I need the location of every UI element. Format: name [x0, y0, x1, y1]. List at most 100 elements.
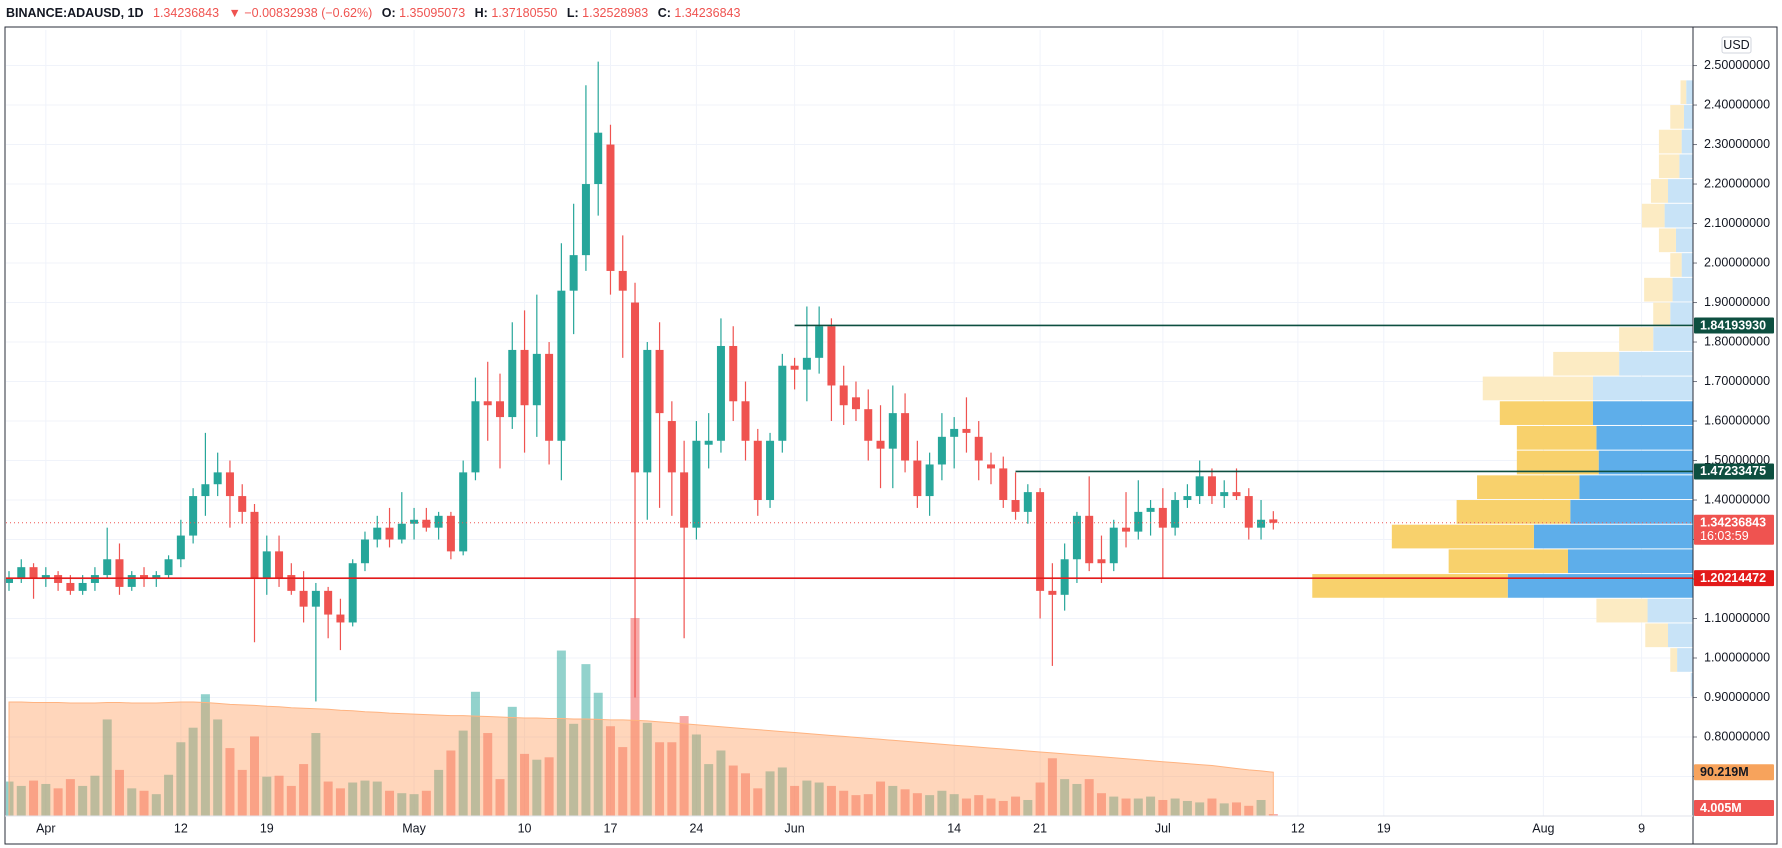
profile-up	[1677, 648, 1693, 672]
ohlc-value: 1.35095073	[399, 6, 465, 20]
volume-bar	[1060, 779, 1070, 816]
candle-body	[1158, 507, 1167, 528]
volume-bar	[814, 782, 824, 816]
profile-down	[1658, 154, 1680, 179]
profile-down	[1482, 376, 1593, 401]
volume-bar	[507, 706, 517, 816]
candle-body	[41, 575, 50, 580]
candle-body	[913, 460, 922, 497]
profile-down	[1596, 598, 1648, 623]
y-tick-label: 2.50000000	[1704, 58, 1770, 72]
volume-bar	[299, 764, 309, 816]
x-tick-label: 19	[1377, 821, 1391, 835]
volume-bar	[29, 780, 39, 816]
profile-down	[1650, 179, 1668, 203]
profile-down	[1499, 401, 1593, 425]
volume-bar	[385, 790, 395, 816]
volume-bar	[311, 733, 321, 816]
candle-body	[373, 527, 382, 540]
candle-body	[655, 349, 664, 414]
volume-bar	[1047, 758, 1057, 816]
profile-up	[1690, 672, 1693, 697]
volume-bar	[335, 788, 345, 816]
plot-area	[6, 30, 1693, 816]
x-tick-label: 24	[689, 821, 703, 835]
profile-up	[1683, 105, 1693, 129]
candle-body	[974, 436, 983, 461]
volume-bar	[1232, 802, 1241, 816]
volume-bar	[1109, 796, 1119, 816]
profile-down	[1680, 80, 1687, 105]
y-tick-label: 2.30000000	[1704, 137, 1770, 151]
y-tick-label: 1.50000000	[1704, 453, 1770, 467]
profile-down	[1645, 623, 1668, 648]
volume-bar	[495, 779, 505, 816]
candle-body	[888, 413, 897, 449]
volume-bar	[556, 650, 566, 816]
volume-bar	[164, 774, 174, 816]
badge-label: 4.005M	[1700, 801, 1742, 815]
y-tick-label: 0.80000000	[1704, 729, 1770, 743]
profile-up	[1667, 179, 1693, 203]
candle-body	[606, 144, 615, 271]
volume-bar	[520, 753, 530, 816]
volume-bar	[250, 736, 259, 816]
profile-up	[1570, 500, 1693, 524]
volume-bar	[593, 692, 603, 816]
last-price: 1.34236843	[153, 6, 219, 20]
profile-up	[1533, 524, 1693, 549]
volume-bar	[986, 798, 996, 816]
candle-body	[864, 409, 873, 441]
volume-bar	[802, 780, 812, 816]
profile-down	[1670, 648, 1678, 672]
candle-body	[802, 357, 811, 370]
volume-bar	[679, 716, 689, 816]
volume-bar	[446, 750, 456, 816]
volume-bar	[655, 742, 665, 816]
candle-body	[250, 511, 259, 580]
volume-bar	[458, 730, 468, 816]
volume-bar	[188, 727, 198, 816]
candle-body	[54, 575, 63, 583]
candle-body	[937, 436, 946, 465]
candle-body	[1085, 515, 1094, 564]
volume-bar	[642, 722, 652, 816]
candle-body	[1072, 515, 1081, 560]
volume-bar	[90, 775, 100, 816]
volume-bar	[961, 798, 971, 816]
y-tick-label: 1.40000000	[1704, 492, 1770, 506]
price-badge: 1.47233475	[1694, 463, 1774, 480]
volume-bar	[41, 783, 51, 816]
x-tick-label: 12	[1291, 821, 1305, 835]
candle-body	[987, 464, 995, 469]
candle-body	[201, 484, 210, 497]
y-tick-label: 1.60000000	[1704, 413, 1770, 427]
profile-up	[1507, 574, 1693, 598]
volume-bar	[323, 781, 333, 816]
symbol: BINANCE:ADAUSD, 1D	[6, 6, 144, 20]
currency-box	[1721, 36, 1752, 54]
profile-down	[1477, 475, 1580, 500]
candle-body	[1146, 507, 1155, 512]
candle-body	[1023, 492, 1032, 512]
volume-bar	[139, 790, 149, 816]
y-tick-label: 2.00000000	[1704, 255, 1770, 269]
badge-box	[1694, 317, 1774, 334]
x-tick-label: Apr	[36, 821, 55, 835]
volume-bar	[360, 780, 370, 816]
badge-label: 1.47233475	[1700, 464, 1766, 478]
candle-body	[741, 401, 750, 441]
profile-down	[1641, 203, 1665, 228]
profile-up	[1567, 549, 1693, 574]
candle-body	[213, 472, 222, 485]
volume-bar	[839, 790, 849, 816]
badge-box	[1694, 570, 1774, 587]
candle-body	[790, 365, 799, 370]
volume-bar	[114, 769, 124, 816]
volume-bar	[397, 793, 407, 816]
candle-body	[778, 365, 787, 441]
y-tick-label: 0.90000000	[1704, 690, 1770, 704]
volume-bar	[605, 726, 615, 816]
candle-body	[1207, 476, 1216, 497]
